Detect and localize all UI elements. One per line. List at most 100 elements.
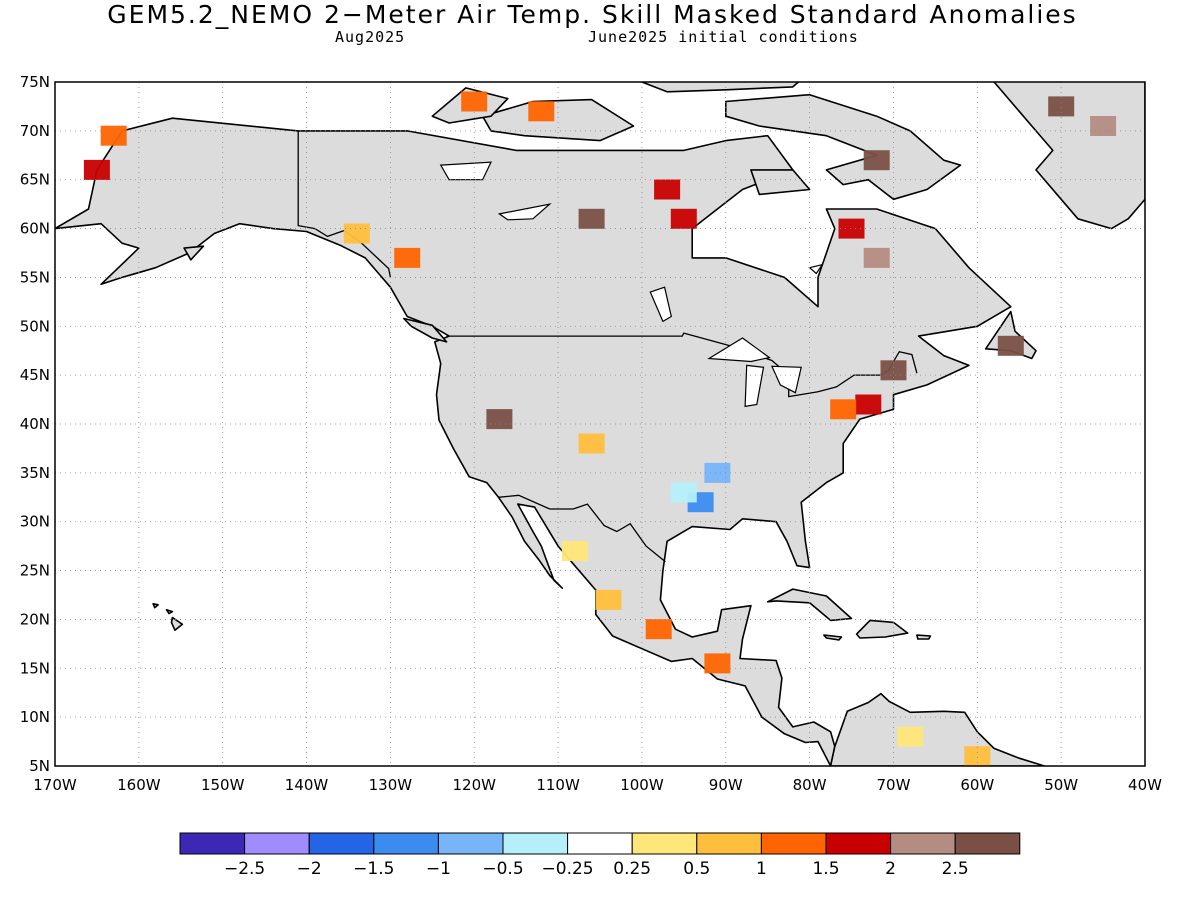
anomaly-mexico-c xyxy=(595,589,622,610)
lat-tick-label: 15N xyxy=(20,659,50,677)
lat-tick-label: 40N xyxy=(20,415,50,433)
lon-tick-label: 120W xyxy=(452,776,496,794)
lon-tick-label: 140W xyxy=(285,776,329,794)
lat-tick-label: 65N xyxy=(20,171,50,189)
colorbar-label: −0.25 xyxy=(542,859,594,879)
anomaly-alaska-nw xyxy=(100,125,127,146)
lake-winnipeg xyxy=(649,286,672,323)
colorbar-swatch xyxy=(373,832,439,855)
lon-tick-label: 150W xyxy=(201,776,245,794)
init-conditions-label: June2025 initial conditions xyxy=(588,28,859,46)
anomaly-greenland-n xyxy=(1090,116,1117,136)
colorbar-label: −2 xyxy=(297,859,322,879)
colorbar-swatch xyxy=(244,832,310,855)
anomaly-baffin-n xyxy=(863,150,890,171)
anomaly-arctic-isl2 xyxy=(528,101,555,122)
hudson-bay-islands xyxy=(808,263,824,275)
colorbar-label: 2.5 xyxy=(942,859,969,879)
lat-tick-label: 20N xyxy=(20,610,50,628)
colorbar-swatch xyxy=(890,832,956,855)
lake-michigan xyxy=(744,364,765,408)
anomaly-bc-coast xyxy=(394,247,421,268)
colorbar-label: −1.5 xyxy=(353,859,394,879)
anomaly-new-england xyxy=(855,394,882,415)
land-hawaii-oahu xyxy=(152,603,159,609)
anomaly-nunavut-c xyxy=(578,208,605,229)
lat-tick-label: 75N xyxy=(20,73,50,91)
colorbar-label: 2 xyxy=(885,859,896,879)
anomaly-hudson-w2 xyxy=(670,208,697,229)
lat-tick-label: 5N xyxy=(29,757,50,775)
lon-tick-label: 80W xyxy=(793,776,827,794)
lon-tick-label: 170W xyxy=(33,776,77,794)
land-hawaii-big xyxy=(170,616,184,631)
land-north-america xyxy=(55,117,1012,766)
colorbar-label: 1 xyxy=(756,859,767,879)
anomaly-greenland-ne xyxy=(1048,96,1075,117)
anomaly-newfoundland xyxy=(997,335,1024,356)
anomaly-venezuela xyxy=(897,726,924,747)
lead-month-label: Aug2025 xyxy=(335,28,406,46)
lon-tick-label: 110W xyxy=(536,776,580,794)
colorbar-label: 0.25 xyxy=(613,859,651,879)
colorbar-swatch xyxy=(825,832,892,855)
land-south-america xyxy=(829,692,1046,766)
lon-tick-label: 40W xyxy=(1128,776,1162,794)
anomaly-layer xyxy=(83,91,1117,766)
anomaly-nevada xyxy=(486,409,513,430)
anomaly-guatemala xyxy=(704,653,731,674)
colorbar-swatch xyxy=(308,832,375,855)
land-cuba xyxy=(766,588,853,622)
alaska-canada-border xyxy=(297,130,392,278)
anomaly-guyana xyxy=(964,746,991,766)
land-puerto-rico xyxy=(916,634,932,640)
lake-superior xyxy=(707,337,771,363)
land-baffin-island xyxy=(725,93,962,201)
anomaly-texas-e xyxy=(670,482,697,503)
lat-tick-label: 30N xyxy=(20,513,50,531)
map-frame xyxy=(54,81,1146,767)
anomaly-new-york xyxy=(830,399,857,420)
anomaly-mexico-s xyxy=(645,619,672,640)
colorbar-swatch xyxy=(437,832,504,855)
lon-tick-label: 70W xyxy=(877,776,911,794)
anomaly-quebec-n xyxy=(838,218,865,239)
land-hispaniola xyxy=(855,619,909,639)
lon-tick-label: 50W xyxy=(1044,776,1078,794)
anomaly-hudson-w xyxy=(654,179,681,200)
map-title: GEM5.2_NEMO 2−Meter Air Temp. Skill Mask… xyxy=(107,0,1078,29)
colorbar-label: −1 xyxy=(426,859,451,879)
lat-tick-label: 45N xyxy=(20,366,50,384)
anomaly-arctic-isl xyxy=(461,91,488,112)
land-hawaii-maui xyxy=(165,608,174,615)
colorbar: −2.5 −2 −1.5 −1 −0.5 −0.25 0.25 0.5 1 1.5 2 2.5 xyxy=(179,832,1021,879)
great-slave-lake xyxy=(497,203,552,221)
lat-tick-label: 55N xyxy=(20,268,50,286)
us-canada-border xyxy=(446,332,918,398)
colorbar-swatch xyxy=(631,832,698,855)
colorbar-swatch xyxy=(179,832,246,855)
gridlines xyxy=(55,82,1145,766)
longitude-ticks: 170W 160W 150W 140W 130W 120W 110W 100W 90W 80W 70… xyxy=(33,776,1162,794)
lon-tick-label: 90W xyxy=(709,776,743,794)
land-kodiak xyxy=(183,245,205,261)
lon-tick-label: 130W xyxy=(369,776,413,794)
colorbar-swatch xyxy=(567,832,633,855)
lat-tick-label: 35N xyxy=(20,464,50,482)
lat-tick-label: 25N xyxy=(20,562,50,580)
colorbar-swatch xyxy=(954,832,1021,855)
land-southampton-island xyxy=(750,169,811,196)
colorbar-label: −0.5 xyxy=(482,859,523,879)
lake-huron xyxy=(770,365,802,394)
great-bear-lake xyxy=(439,161,492,181)
anomaly-mexico-nw xyxy=(561,541,588,561)
lat-tick-label: 10N xyxy=(20,708,50,726)
lon-tick-label: 160W xyxy=(117,776,161,794)
colorbar-label: 0.5 xyxy=(683,859,710,879)
us-mexico-border xyxy=(498,494,666,563)
land-ellesmere-area xyxy=(641,82,800,93)
colorbar-swatch xyxy=(502,832,569,855)
land-layer xyxy=(55,82,1145,766)
lat-tick-label: 50N xyxy=(20,317,50,335)
